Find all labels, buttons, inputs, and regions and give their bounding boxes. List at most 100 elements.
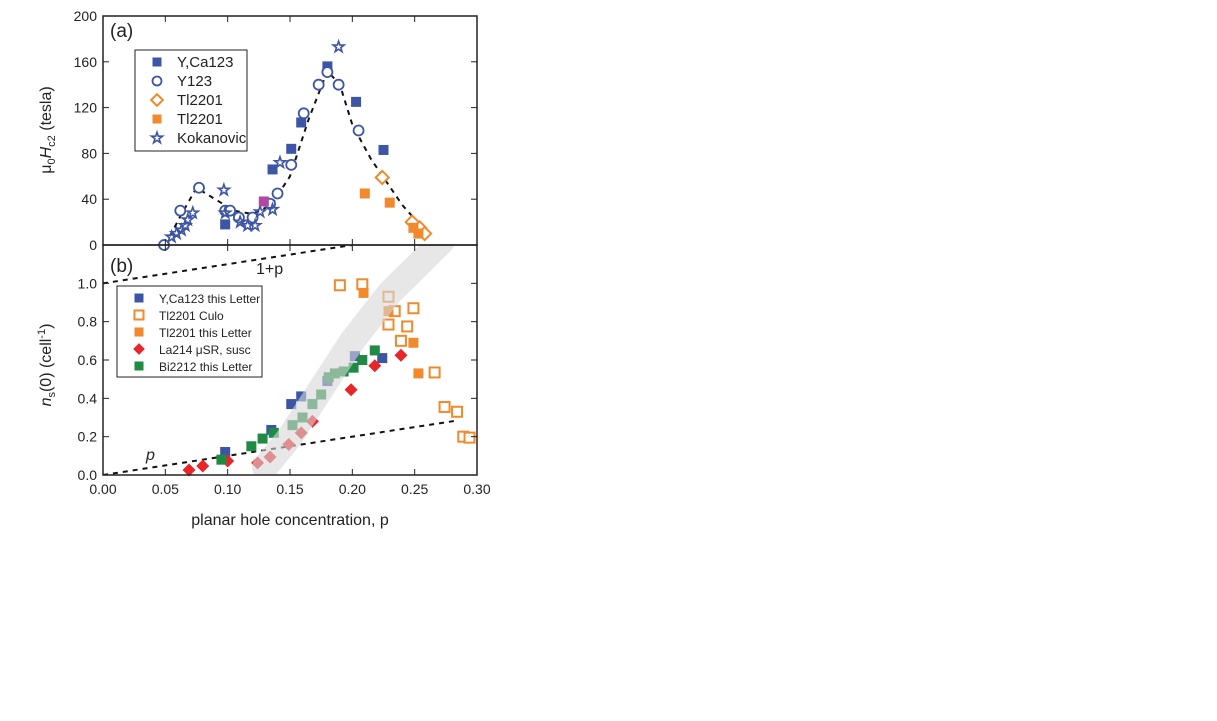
data-point [220, 219, 231, 230]
legend-marker [134, 361, 144, 371]
y-axis-label-b: ns(0) (cell-1) [36, 324, 58, 407]
data-point [285, 158, 298, 171]
x-tick-label: 0.10 [214, 481, 241, 497]
data-point [330, 38, 347, 54]
y-tick-label: 0.8 [78, 314, 98, 330]
data-point [377, 353, 388, 364]
data-point [348, 362, 359, 373]
series-0-3 [359, 188, 424, 239]
legend-marker [133, 309, 145, 321]
data-point [216, 454, 227, 465]
data-point [428, 366, 441, 379]
data-point [438, 400, 451, 413]
x-tick-label: 0.15 [276, 481, 303, 497]
data-point [246, 441, 257, 452]
y-tick-label: 200 [74, 8, 98, 24]
legend-label: Kokanovic [177, 130, 247, 147]
legend-marker [152, 57, 162, 67]
data-point [193, 181, 205, 194]
line-label-upper: 1+p [256, 261, 283, 278]
data-point [232, 213, 248, 229]
data-point [247, 217, 264, 233]
legend-marker [134, 293, 144, 303]
x-axis-label: planar hole concentration, p [191, 512, 389, 529]
legend-marker [151, 75, 163, 87]
data-point [271, 187, 284, 200]
data-point [358, 287, 369, 298]
data-point [382, 318, 395, 331]
y-tick-label: 0.0 [78, 467, 98, 483]
data-point [217, 204, 233, 220]
data-point [252, 203, 268, 219]
y-tick-label: 0.2 [78, 429, 98, 445]
data-point [413, 368, 424, 379]
data-point [451, 405, 464, 418]
overlay-layer [252, 245, 455, 475]
y-axis-label-a: μ0Hc2 (tesla) [38, 86, 58, 173]
legend-label: Tl2201 Culo [159, 309, 224, 323]
data-point [333, 279, 346, 292]
data-point [286, 143, 297, 154]
gray-band [252, 245, 455, 475]
data-point [220, 447, 231, 457]
data-point [374, 169, 391, 186]
series-0-1 [158, 66, 365, 251]
x-tick-label: 0.20 [339, 481, 366, 497]
legend-b: Y,Ca123 this Letter Tl2201 Culo Tl2201 thi… [116, 285, 263, 378]
data-point [272, 154, 288, 170]
y-tick-label: 1.0 [78, 275, 98, 291]
data-point [351, 96, 362, 107]
x-tick-label: 0.00 [89, 481, 116, 497]
legend-marker [133, 343, 145, 355]
axes-layer: 0 40 80 120 160 200 0.0 0.2 0.4 0.6 0.8 1.0 0.00 0.05… [74, 8, 491, 497]
legend-label: La214 μSR, susc [159, 343, 251, 357]
data-point [179, 211, 196, 227]
data-point [408, 222, 419, 233]
y-tick-label: 160 [74, 54, 98, 70]
legend-label: Y,Ca123 this Letter [159, 292, 260, 306]
data-point [352, 124, 365, 137]
y-tick-label: 0 [89, 237, 97, 253]
data-point [407, 302, 420, 315]
y-tick-label: 120 [74, 100, 98, 116]
legend-marker [134, 327, 144, 337]
data-point [174, 204, 187, 217]
data-point [297, 107, 310, 120]
legend-label: Tl2201 [177, 111, 223, 128]
data-point [357, 355, 368, 365]
data-point [216, 181, 232, 197]
legend-marker [152, 114, 162, 124]
legend-label: Tl2201 this Letter [159, 326, 252, 340]
panel-a-label: (a) [110, 21, 133, 42]
y-tick-label: 0.6 [78, 352, 98, 368]
x-tick-label: 0.30 [463, 481, 490, 497]
data-point [359, 188, 370, 199]
data-point [401, 320, 414, 333]
x-tick-label: 0.05 [152, 481, 179, 497]
data-point [286, 399, 297, 410]
data-point [394, 348, 408, 362]
y-tick-label: 40 [81, 191, 97, 207]
legend-marker [149, 129, 165, 145]
x-tick-label: 0.25 [401, 481, 428, 497]
data-point [378, 144, 389, 155]
data-point [257, 433, 268, 444]
panel-b-label: (b) [110, 256, 133, 277]
data-point [267, 164, 278, 175]
data-point [312, 78, 325, 91]
data-point [356, 278, 369, 291]
legend-label: Tl2201 [177, 92, 223, 109]
y-tick-label: 0.4 [78, 390, 98, 406]
data-point-extra [258, 196, 269, 207]
data-point [321, 66, 334, 79]
data-point [296, 117, 307, 128]
data-point [368, 359, 382, 373]
data-point [369, 345, 380, 356]
data-point [264, 201, 281, 217]
legend-label: Y123 [177, 73, 212, 90]
reference-line-upper [103, 245, 353, 285]
legend-marker [149, 92, 165, 108]
y-tick-label: 80 [81, 145, 97, 161]
data-point [182, 463, 196, 477]
